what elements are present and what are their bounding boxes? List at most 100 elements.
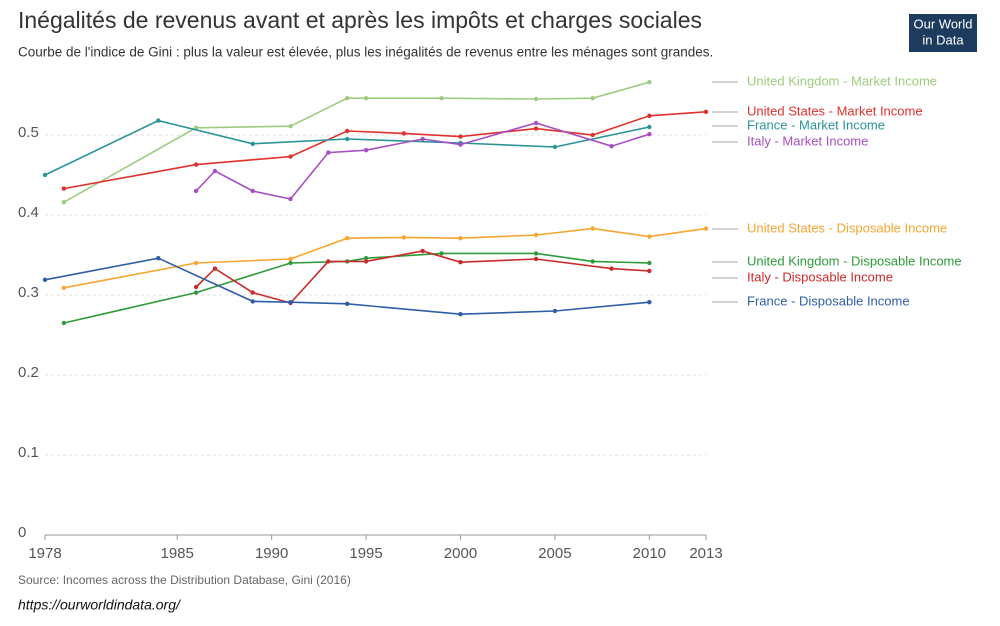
x-tick-label: 2005 (538, 545, 571, 562)
series-label: United States - Disposable Income (747, 220, 947, 235)
point (344, 96, 350, 101)
chart-subtitle: Courbe de l'indice de Gini : plus la val… (18, 45, 713, 60)
y-tick-label: 0 (18, 524, 26, 541)
point (326, 259, 331, 264)
point (420, 248, 425, 254)
point (647, 132, 652, 137)
series-label: United Kingdom - Market Income (747, 73, 937, 88)
point (61, 320, 67, 326)
point (458, 260, 463, 265)
point (647, 260, 652, 266)
point (439, 251, 444, 256)
point (344, 136, 350, 142)
x-tick-label: 2010 (633, 545, 666, 562)
point (590, 259, 595, 264)
point (193, 290, 199, 295)
point (533, 256, 539, 262)
y-tick-label: 0.1 (18, 444, 39, 461)
point (647, 268, 652, 274)
point (647, 300, 652, 305)
point (250, 290, 255, 295)
point (647, 234, 652, 239)
point (156, 256, 161, 261)
logo-box (909, 14, 977, 52)
x-tick-label: 2013 (689, 545, 722, 562)
series-label: United States - Market Income (747, 103, 923, 118)
point (401, 235, 407, 240)
point (363, 148, 369, 153)
point (193, 162, 199, 167)
point (609, 144, 614, 149)
series-label: United Kingdom - Disposable Income (747, 253, 962, 268)
point (647, 113, 652, 119)
point (703, 109, 709, 115)
series-line (44, 119, 650, 176)
point (552, 308, 558, 314)
chart-title: Inégalités de revenus avant et après les… (18, 7, 702, 33)
y-tick-label: 0.3 (18, 284, 39, 301)
series-line (63, 252, 650, 324)
point (344, 128, 350, 134)
point (288, 300, 293, 305)
series-label: Italy - Market Income (747, 133, 868, 148)
point (439, 96, 444, 101)
y-tick-label: 0.5 (18, 124, 39, 141)
point (250, 141, 255, 146)
point (42, 277, 48, 282)
logo-text: Our World (914, 16, 973, 31)
x-tick-label: 1990 (255, 545, 288, 562)
point (533, 120, 539, 126)
logo-text: in Data (922, 32, 964, 47)
series-line (63, 227, 707, 289)
point (458, 312, 463, 317)
x-tick-label: 1995 (349, 545, 382, 562)
point (193, 284, 199, 290)
point (288, 124, 293, 129)
series-line (44, 257, 650, 316)
point (156, 118, 161, 123)
source: Source: Incomes across the Distribution … (18, 573, 351, 587)
y-tick-label: 0.2 (18, 364, 39, 381)
point (250, 299, 255, 304)
point (61, 186, 67, 191)
point (212, 168, 218, 174)
point (609, 266, 614, 271)
point (212, 266, 218, 271)
point (401, 131, 407, 136)
point (250, 188, 255, 194)
point (533, 126, 539, 131)
point (42, 172, 48, 178)
point (363, 96, 369, 101)
point (647, 80, 652, 85)
point (344, 301, 350, 306)
point (326, 150, 331, 155)
point (533, 232, 539, 238)
series-label: Italy - Disposable Income (747, 269, 893, 284)
point (458, 236, 463, 241)
point (590, 96, 595, 101)
point (61, 200, 67, 205)
point (458, 134, 463, 139)
point (590, 132, 595, 138)
series-line (63, 111, 707, 190)
point (458, 142, 463, 147)
point (552, 144, 558, 150)
series-label: France - Market Income (747, 117, 885, 132)
point (647, 124, 652, 130)
series-label: France - Disposable Income (747, 293, 910, 308)
point (61, 285, 67, 290)
x-tick-label: 1985 (161, 545, 194, 562)
point (288, 256, 293, 262)
point (533, 251, 539, 256)
x-tick-label: 1978 (28, 545, 61, 562)
point (344, 236, 350, 241)
point (363, 259, 369, 264)
point (420, 136, 425, 142)
point (193, 188, 199, 194)
point (533, 96, 539, 102)
point (703, 226, 709, 231)
y-tick-label: 0.4 (18, 204, 39, 221)
url: https://ourworldindata.org/ (18, 597, 182, 613)
